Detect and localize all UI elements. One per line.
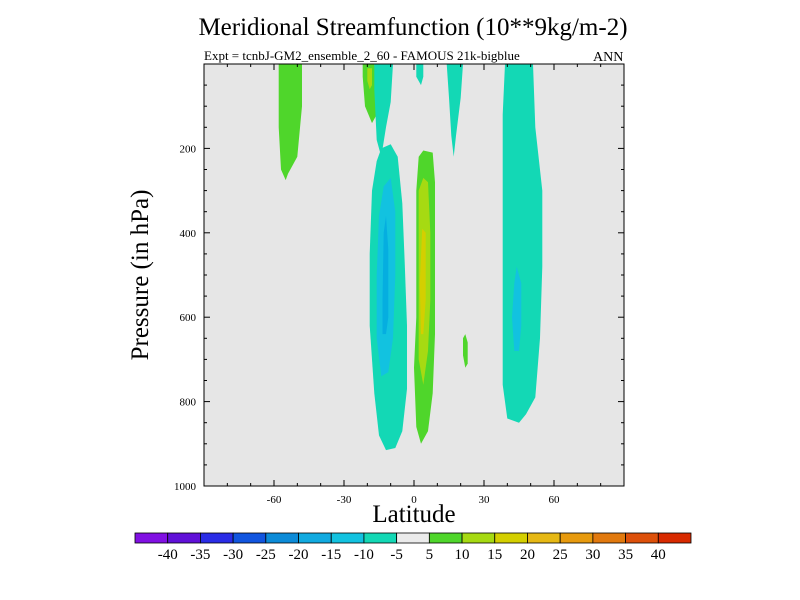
colorbar-swatch [657,532,692,544]
colorbar-label: 40 [651,547,666,563]
colorbar-label: -15 [321,547,341,563]
contour-sh-upper-small-positive [362,64,377,124]
colorbar-label: 15 [487,547,502,563]
x-tick-label: 30 [479,494,491,506]
colorbar-label: -10 [354,547,374,563]
colorbar-label: 10 [455,547,470,563]
colorbar-swatch [232,532,267,544]
x-tick-label: 0 [411,494,417,506]
colorbar-swatch [461,532,496,544]
contour-northern-cell-spot [463,334,468,368]
contour-nh-ferrel-negative [502,64,543,423]
y-tick-label: 600 [180,312,197,324]
colorbar-label: -25 [256,547,276,563]
colorbar-label: -5 [390,547,403,563]
y-tick-label: 800 [180,397,197,409]
x-tick-label: -60 [267,494,282,506]
contour-sh-upper-small-strong [367,68,372,90]
y-tick-label: 200 [180,143,197,155]
season-label: ANN [593,50,624,65]
x-tick-label: 60 [549,494,561,506]
colorbar-label: 20 [520,547,535,563]
contour-nh-ferrel-core [512,266,522,351]
contour-southern-cell-center [382,215,389,335]
contour-equator-upper-right-negative [446,64,463,157]
colorbar-swatch [559,532,594,544]
contour-nh-mid-lat-positive [278,64,302,181]
contour-sh-upper-thin-negative [374,64,393,157]
colorbar-label: -35 [190,547,210,563]
colorbar-swatch [625,532,659,544]
colorbar-swatch [396,532,430,544]
chart-subtitle: Expt = tcnbJ-GM2_ensemble_2_60 - FAMOUS … [204,48,520,63]
chart-title: Meridional Streamfunction (10**9kg/m-2) [198,14,628,41]
colorbar-swatch [592,532,626,544]
colorbar-swatch [494,532,528,544]
plot-background [204,64,624,486]
contour-northern-cell-core [419,228,426,335]
x-tick-label: -30 [337,494,352,506]
contour-equator-thin-negative [416,64,424,86]
colorbar-label: -40 [158,547,178,563]
contour-regions [278,64,543,451]
colorbar-swatch [428,532,463,544]
colorbar-swatch [167,532,201,544]
colorbar-swatch [298,532,332,544]
colorbar-swatch [265,532,299,544]
axis-ticks: -60 -30 0 30 60 200 400 600 800 1000 [174,64,624,506]
y-tick-label: 1000 [174,481,197,493]
colorbar-label: 25 [553,547,568,563]
colorbar-swatch [330,532,365,544]
colorbar-label: 35 [618,547,633,563]
colorbar-label: 5 [426,547,434,563]
colorbar-label: -30 [223,547,243,563]
colorbar-swatch [527,532,561,544]
colorbar-label: 30 [585,547,600,563]
y-tick-label: 400 [180,228,197,240]
colorbar-swatch [200,532,234,544]
colorbar: -40 -35 -30 -25 -20 -15 -10 -5 5 10 15 20 25 30 35 40 [134,532,692,563]
colorbar-swatch [363,532,398,544]
colorbar-label: -20 [289,547,309,563]
colorbar-swatch [134,532,169,544]
x-axis-label: Latitude [372,501,456,528]
